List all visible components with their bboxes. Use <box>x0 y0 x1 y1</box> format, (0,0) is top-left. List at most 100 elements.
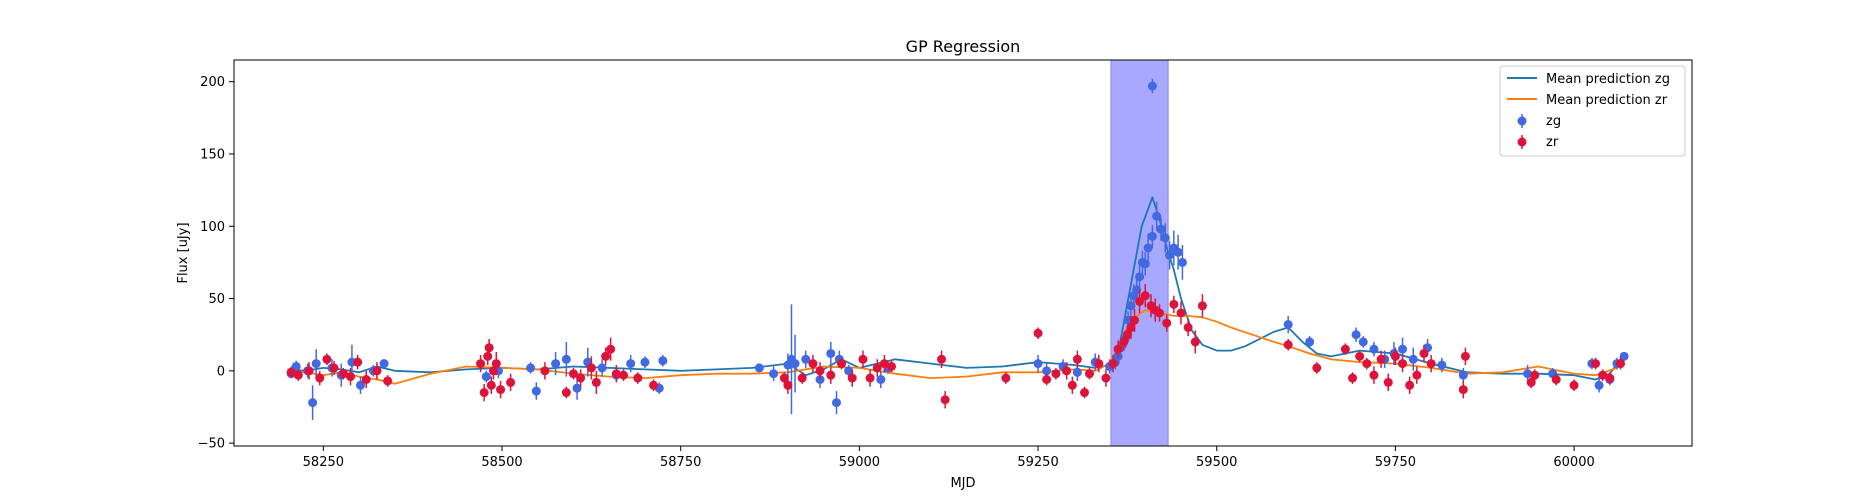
data-point-zr <box>486 376 496 394</box>
data-point-zg <box>1408 347 1418 371</box>
data-point-zr <box>633 372 643 384</box>
marker-zr <box>1042 374 1052 384</box>
marker-zr <box>329 363 339 373</box>
y-tick-label: 50 <box>208 292 225 307</box>
marker-zg <box>1143 243 1153 253</box>
marker-zr <box>1569 380 1579 390</box>
marker-zr <box>937 354 947 364</box>
marker-zr <box>315 373 325 383</box>
marker-zr <box>1072 354 1082 364</box>
marker-zr <box>1383 377 1393 387</box>
marker-zr <box>1190 337 1200 347</box>
data-point-zr <box>1108 354 1118 373</box>
marker-zr <box>779 373 789 383</box>
data-point-zg <box>658 354 668 367</box>
data-point-zg <box>1177 245 1187 280</box>
marker-zr <box>826 370 836 380</box>
marker-zr <box>1135 296 1145 306</box>
marker-zr <box>591 377 601 387</box>
data-point-zr <box>872 359 882 377</box>
data-point-zr <box>1176 301 1186 325</box>
legend-label-zr: zr <box>1546 135 1559 150</box>
chart-title: GP Regression <box>906 37 1021 56</box>
data-point-zr <box>606 337 616 361</box>
x-tick-label: 59000 <box>839 455 880 470</box>
legend-swatch-zg-marker <box>1517 116 1527 126</box>
marker-zg <box>1358 337 1368 347</box>
data-point-zg <box>876 370 886 389</box>
marker-zr <box>1419 348 1429 358</box>
x-tick-label: 58750 <box>660 455 701 470</box>
marker-zr <box>1051 369 1061 379</box>
data-point-zg <box>826 341 836 366</box>
data-point-zg <box>1173 234 1183 270</box>
marker-zr <box>1062 366 1072 376</box>
y-tick-label: 0 <box>217 364 225 379</box>
data-point-zr <box>1155 304 1165 322</box>
data-point-zr <box>1551 373 1561 386</box>
marker-zr <box>847 373 857 383</box>
x-axis-ticks: 58250 58500 58750 59000 59250 59500 59750 60000 <box>303 446 1595 470</box>
data-point-zr <box>1460 347 1470 366</box>
data-point-zr <box>345 367 355 386</box>
legend-label-zr-line: Mean prediction zr <box>1546 93 1668 108</box>
data-point-zr <box>1362 357 1372 370</box>
marker-zr <box>1283 340 1293 350</box>
data-point-zr <box>561 386 571 399</box>
data-point-zr <box>937 350 947 368</box>
data-point-zr <box>1419 344 1429 363</box>
data-point-zr <box>293 369 303 381</box>
x-tick-label: 58500 <box>481 455 522 470</box>
data-point-zr <box>1569 379 1579 392</box>
marker-zr <box>837 359 846 369</box>
data-point-zr <box>576 369 586 387</box>
data-point-zr <box>1162 314 1172 332</box>
marker-zg <box>769 369 779 379</box>
data-point-zr <box>1383 373 1393 392</box>
data-point-zr <box>611 365 621 383</box>
marker-zr <box>1067 380 1077 390</box>
marker-zr <box>322 354 332 364</box>
marker-zg <box>597 363 607 373</box>
marker-zr <box>1605 373 1615 383</box>
data-point-zg <box>1305 336 1315 348</box>
marker-zg <box>1165 250 1175 260</box>
marker-zg <box>876 374 886 384</box>
marker-zr <box>1355 351 1365 361</box>
marker-zg <box>561 354 571 364</box>
marker-zr <box>1130 315 1140 325</box>
legend-box <box>1499 65 1686 157</box>
marker-zr <box>1183 322 1193 332</box>
data-point-zr <box>1183 318 1193 337</box>
marker-zr <box>1591 359 1601 369</box>
marker-zg <box>1305 337 1315 347</box>
marker-zr <box>1405 380 1415 390</box>
data-point-zg <box>831 391 841 415</box>
marker-zr <box>1458 385 1468 395</box>
data-point-zr <box>1598 369 1608 381</box>
data-point-zr <box>1051 367 1061 380</box>
data-point-zg <box>801 350 811 368</box>
marker-zr <box>338 369 348 379</box>
data-point-zr <box>1376 350 1386 368</box>
data-point-zr <box>779 372 789 384</box>
marker-zr <box>1412 370 1422 380</box>
data-point-zg <box>1358 336 1368 348</box>
marker-zr <box>540 366 550 376</box>
data-point-zr <box>1526 376 1536 389</box>
data-point-zr <box>1094 354 1104 373</box>
marker-zg <box>356 380 366 390</box>
marker-zr <box>1119 337 1129 347</box>
data-point-zr <box>329 360 339 376</box>
data-point-zg <box>1619 351 1629 361</box>
data-point-zr <box>808 354 818 373</box>
marker-zr <box>1108 359 1118 369</box>
marker-zr <box>561 388 571 398</box>
data-point-zr <box>506 373 516 392</box>
data-point-zg <box>1351 327 1361 342</box>
marker-zr <box>1348 373 1358 383</box>
data-point-zg <box>1437 357 1447 373</box>
legend-swatch-zr-marker <box>1517 137 1527 147</box>
marker-zr <box>1530 370 1540 380</box>
marker-zr <box>1526 377 1536 387</box>
